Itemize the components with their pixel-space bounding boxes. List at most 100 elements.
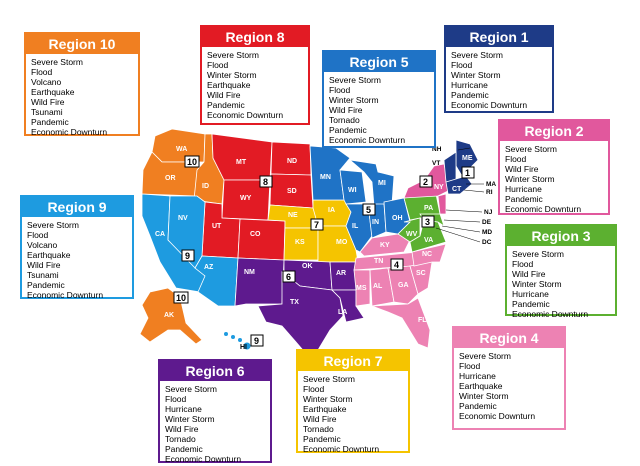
label-vt: VT — [432, 160, 440, 167]
region-10-box: Region 10 Severe Storm Flood Volcano Ear… — [24, 32, 140, 137]
region-7-box: Region 7 Severe Storm Flood Winter Storm… — [296, 349, 410, 454]
leader-nj — [445, 209, 483, 213]
hazard-item: Severe Storm — [451, 50, 503, 60]
state-nj — [437, 193, 447, 215]
label-wi: WI — [348, 187, 357, 194]
region-number-9-hawaii: 9 — [250, 334, 264, 347]
label-az: AZ — [204, 264, 214, 271]
hazard-item: Flood — [303, 384, 325, 394]
region-8-hazards: Severe Storm Flood Winter Storm Earthqua… — [202, 47, 308, 122]
label-va: VA — [424, 237, 433, 244]
hazard-item: Wild Fire — [207, 90, 241, 100]
leader-ri — [463, 189, 485, 193]
label-ia: IA — [328, 207, 335, 214]
hazard-item: Winter Storm — [505, 174, 555, 184]
hazard-item: Pandemic — [329, 125, 367, 135]
label-pa: PA — [424, 205, 433, 212]
state-co — [237, 218, 286, 261]
label-wy: WY — [240, 195, 252, 202]
region-7-title: Region 7 — [298, 351, 408, 371]
hazard-item: Pandemic — [27, 280, 65, 290]
svg-text:9: 9 — [254, 336, 259, 346]
svg-text:2: 2 — [423, 177, 428, 187]
label-tn: TN — [374, 258, 383, 265]
hazard-item: Economic Downturn — [207, 110, 284, 120]
label-ky: KY — [380, 242, 390, 249]
label-nv: NV — [178, 215, 188, 222]
label-ny: NY — [434, 184, 444, 191]
region-number-9-main: 9 — [181, 249, 195, 262]
label-tx: TX — [290, 299, 299, 306]
leader-md — [441, 225, 481, 233]
region-number-8: 8 — [259, 175, 273, 188]
label-mo: MO — [336, 239, 348, 246]
hazard-item: Volcano — [27, 240, 58, 250]
region-9-area — [141, 193, 251, 350]
state-vt-nh — [443, 151, 457, 183]
hazard-item: Tornado — [165, 434, 196, 444]
hazard-item: Flood — [505, 154, 527, 164]
hazard-item: Economic Downturn — [459, 411, 536, 421]
hazard-item: Severe Storm — [207, 50, 259, 60]
hazard-item: Wild Fire — [512, 269, 546, 279]
state-ga — [387, 265, 419, 305]
hazard-item: Economic Downturn — [27, 290, 104, 300]
hazard-item: Severe Storm — [329, 75, 381, 85]
hazard-item: Flood — [329, 85, 351, 95]
svg-text:10: 10 — [187, 157, 197, 167]
region-5-title: Region 5 — [324, 52, 434, 72]
region-10-title: Region 10 — [26, 34, 138, 54]
leader-dc — [435, 227, 481, 243]
leader-de — [443, 219, 481, 223]
label-mn: MN — [320, 174, 331, 181]
hazard-item: Flood — [165, 394, 187, 404]
region-number-4: 4 — [390, 258, 404, 271]
region-8-area — [201, 133, 314, 261]
region-number-10-alaska: 10 — [173, 291, 189, 304]
svg-text:3: 3 — [425, 217, 430, 227]
state-fl — [371, 297, 431, 349]
hazard-item: Wild Fire — [329, 105, 363, 115]
region-number-10-main: 10 — [184, 155, 200, 168]
label-oh: OH — [392, 215, 403, 222]
label-de: DE — [482, 219, 492, 226]
label-ut: UT — [212, 223, 222, 230]
hazard-item: Winter Storm — [329, 95, 379, 105]
region-9-title: Region 9 — [22, 197, 132, 217]
hazard-item: Economic Downturn — [451, 100, 528, 110]
region-10-area — [139, 128, 225, 345]
hazard-item: Winter Storm — [512, 279, 562, 289]
hazard-item: Flood — [459, 361, 481, 371]
region-2-box: Region 2 Severe Storm Flood Wild Fire Wi… — [498, 119, 610, 215]
label-mi: MI — [378, 180, 386, 187]
hazard-item: Pandemic — [31, 117, 69, 127]
hazard-item: Severe Storm — [27, 220, 79, 230]
hazard-item: Volcano — [31, 77, 62, 87]
state-ms — [353, 269, 371, 307]
region-8-box: Region 8 Severe Storm Flood Winter Storm… — [200, 25, 310, 125]
label-nj: NJ — [484, 209, 493, 216]
region-1-box: Region 1 Severe Storm Flood Winter Storm… — [444, 25, 554, 113]
hazard-item: Earthquake — [207, 80, 251, 90]
hazard-item: Hurricane — [165, 404, 202, 414]
hazard-item: Economic Downturn — [512, 309, 589, 319]
hazard-item: Severe Storm — [512, 249, 564, 259]
label-nc: NC — [422, 251, 432, 258]
state-hi-1 — [224, 332, 228, 336]
region-number-1: 1 — [461, 166, 475, 179]
hazard-item: Hurricane — [505, 184, 542, 194]
region-6-title: Region 6 — [160, 361, 270, 381]
label-id: ID — [202, 183, 209, 190]
region-2-title: Region 2 — [500, 121, 608, 141]
label-ca: CA — [155, 231, 165, 238]
hazard-item: Economic Downturn — [31, 127, 108, 137]
label-ga: GA — [398, 282, 409, 289]
region-1-title: Region 1 — [446, 27, 552, 47]
label-ks: KS — [295, 239, 305, 246]
hazard-item: Tornado — [303, 424, 334, 434]
label-ok: OK — [302, 263, 313, 270]
svg-text:10: 10 — [176, 293, 186, 303]
state-nm — [234, 257, 285, 307]
label-ak: AK — [164, 312, 174, 319]
svg-text:4: 4 — [394, 260, 399, 270]
